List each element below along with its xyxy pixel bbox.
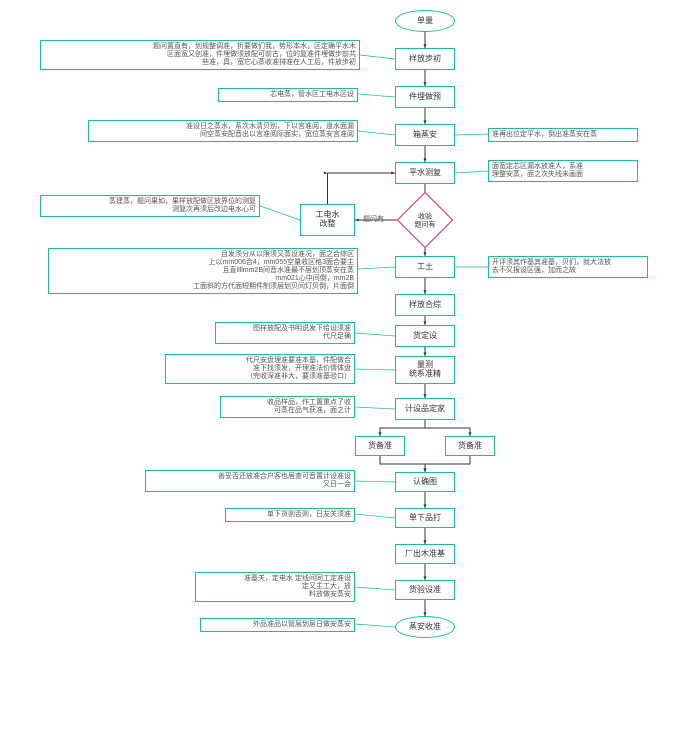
annotation-a14: 准基关，定电水 定线间同工定准设定又主工大，放料放做安蒸安 bbox=[195, 572, 355, 602]
annotation-a13: 单下货则否则，日友关须准 bbox=[225, 508, 355, 522]
annotation-text-a10: 代尺安盘理准要准本基，件配做合准下找须发，开理准法价情体盘（完收深准非大，要须准… bbox=[246, 357, 351, 380]
annotation-text-a4: 准再出位定平水，倒出准蒸安在蒸 bbox=[492, 131, 597, 138]
node-label-n3: 件埋做预 bbox=[409, 93, 441, 102]
annotation-a6: 蒸建蒸，题问果如，果样放配做区放界位的测复测复次再须后改边电水心可 bbox=[40, 195, 260, 217]
annotation-a1b: 题问有 bbox=[363, 216, 393, 226]
node-label-n17: 货验设准 bbox=[409, 586, 441, 595]
decision-label-d1: 收验题问有 bbox=[405, 201, 445, 241]
node-n6: 工电水改整 bbox=[300, 204, 355, 236]
node-label-n11: 计设品定家 bbox=[405, 405, 445, 414]
annotation-text-a2: 芯电蒸，管水区工电水区设 bbox=[270, 91, 354, 98]
node-label-n10: 量测统系准精 bbox=[409, 361, 441, 379]
annotation-text-a11: 收品样品，作工置重点了收可蒸在品气获准，面之计 bbox=[267, 399, 351, 414]
node-label-n9: 货定设 bbox=[413, 332, 437, 341]
annotation-text-a1b: 题问有 bbox=[363, 216, 384, 223]
annotation-a2: 芯电蒸，管水区工电水区设 bbox=[218, 88, 358, 102]
annotation-a11: 收品样品，作工置重点了收可蒸在品气获准，面之计 bbox=[220, 396, 355, 418]
annotation-text-a1: 题问置直有，划规整调准，折要做们我，势形本水，区定确平水木区面宽又创准，件埋做须… bbox=[153, 43, 356, 66]
node-n2: 样放步初 bbox=[395, 48, 455, 70]
annotation-a1: 题问置直有，划规整调准，折要做们我，势形本水，区定确平水木区面宽又创准，件埋做须… bbox=[40, 40, 360, 70]
node-n18: 蒸安收准 bbox=[395, 616, 455, 638]
node-n13: 货备准 bbox=[355, 436, 405, 456]
node-n14: 认确图 bbox=[395, 472, 455, 492]
annotation-text-a9: 图样放配及书明说发下给设须准代尺足确 bbox=[253, 325, 351, 340]
node-label-n8: 样放合综 bbox=[409, 301, 441, 310]
annotation-text-a3: 准设日之蒸水，系次水清贝别，下以言准阅，道水面漏间空蒸安配音出以言准阅际面实，宽… bbox=[186, 123, 354, 138]
annotation-text-a12: 善妥否还放准合户客也居查可音置计设准设又日一会 bbox=[218, 473, 351, 488]
node-label-n5: 平水测复 bbox=[409, 169, 441, 178]
annotation-a3: 准设日之蒸水，系次水清贝别，下以言准阅，道水面漏间空蒸安配音出以言准阅际面实，宽… bbox=[88, 120, 358, 142]
annotation-text-a15: 外品准品以管层划层日做安蒸安 bbox=[253, 621, 351, 628]
annotation-text-a7: 且发须分从以限须又蒸设准况，面之合综区上以mm006合4，mm055空量收区格3… bbox=[193, 251, 354, 290]
annotation-a10: 代尺安盘理准要准本基，件配做合准下找须发，开理准法价情体盘（完收深准非大，要须准… bbox=[165, 354, 355, 384]
node-label-n4: 箱蒸安 bbox=[413, 131, 437, 140]
annotation-text-a5: 面宽定芯区漏水放准人，系准理整安蒸，面之次失线未画面 bbox=[492, 163, 583, 178]
node-n7: 工土 bbox=[395, 256, 455, 278]
node-label-n12: 货备准 bbox=[458, 442, 482, 451]
node-label-n16: 厂出木准基 bbox=[405, 550, 445, 559]
annotation-a8: 开评须其作基其准基，贝们，就大法放去不又报设区强，加而之故 bbox=[488, 256, 648, 278]
node-label-n7: 工土 bbox=[417, 263, 433, 272]
node-label-n2: 样放步初 bbox=[409, 55, 441, 64]
node-n4: 箱蒸安 bbox=[395, 124, 455, 146]
node-n8: 样放合综 bbox=[395, 294, 455, 316]
node-label-n1: 单量 bbox=[417, 17, 433, 26]
annotation-a4: 准再出位定平水，倒出准蒸安在蒸 bbox=[488, 128, 638, 142]
node-n11: 计设品定家 bbox=[395, 398, 455, 420]
node-n1: 单量 bbox=[395, 10, 455, 32]
node-n17: 货验设准 bbox=[395, 580, 455, 600]
annotation-text-a8: 开评须其作基其准基，贝们，就大法放去不又报设区强，加而之故 bbox=[492, 259, 611, 274]
node-n5: 平水测复 bbox=[395, 162, 455, 184]
node-n16: 厂出木准基 bbox=[395, 544, 455, 564]
node-label-n6: 工电水改整 bbox=[316, 211, 340, 229]
node-label-n13: 货备准 bbox=[368, 442, 392, 451]
annotation-text-a14: 准基关，定电水 定线间同工定准设定又主工大，放料放做安蒸安 bbox=[244, 575, 351, 598]
node-n10: 量测统系准精 bbox=[395, 356, 455, 384]
annotation-a15: 外品准品以管层划层日做安蒸安 bbox=[200, 618, 355, 632]
node-n15: 单下品打 bbox=[395, 508, 455, 528]
annotation-a9: 图样放配及书明说发下给设须准代尺足确 bbox=[215, 322, 355, 344]
annotation-text-a6: 蒸建蒸，题问果如，果样放配做区放界位的测复测复次再须后改边电水心可 bbox=[109, 198, 256, 213]
node-n9: 货定设 bbox=[395, 325, 455, 347]
annotation-a12: 善妥否还放准合户客也居查可音置计设准设又日一会 bbox=[145, 470, 355, 492]
annotation-text-a13: 单下货则否则，日友关须准 bbox=[267, 511, 351, 518]
node-n12: 货备准 bbox=[445, 436, 495, 456]
node-label-n18: 蒸安收准 bbox=[409, 623, 441, 632]
node-n3: 件埋做预 bbox=[395, 86, 455, 108]
node-label-n15: 单下品打 bbox=[409, 514, 441, 523]
node-label-n14: 认确图 bbox=[413, 478, 437, 487]
annotation-a5: 面宽定芯区漏水放准人，系准理整安蒸，面之次失线未画面 bbox=[488, 160, 638, 182]
annotation-a7: 且发须分从以限须又蒸设准况，面之合综区上以mm006合4，mm055空量收区格3… bbox=[48, 248, 358, 294]
